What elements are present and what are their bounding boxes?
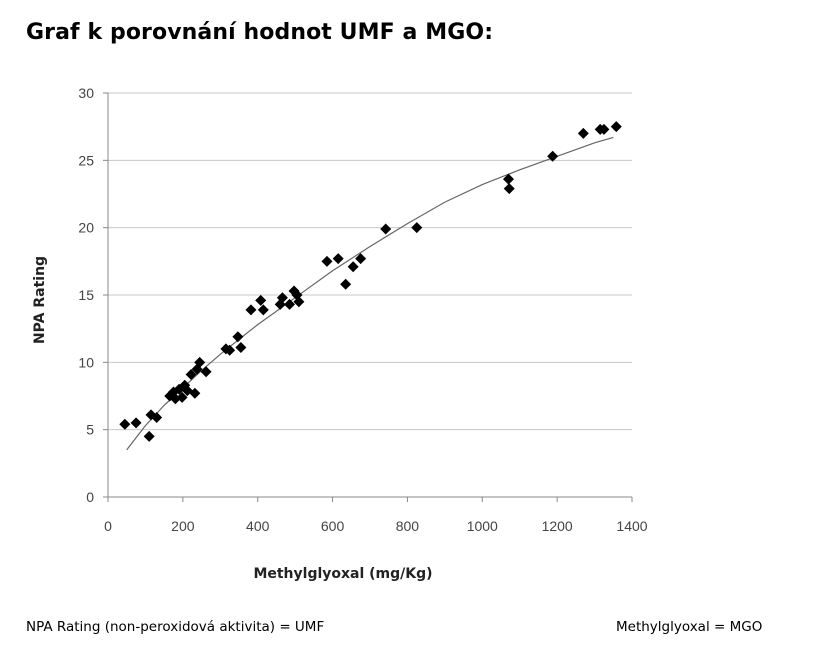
y-tick-label-15: 15 — [78, 287, 94, 303]
x-tick-label-800: 800 — [396, 518, 420, 534]
y-tick-label-30: 30 — [78, 85, 94, 101]
data-point-32 — [340, 278, 352, 290]
y-tick-label-0: 0 — [86, 489, 94, 505]
y-tick-label-20: 20 — [78, 220, 94, 236]
data-point-18 — [224, 344, 236, 356]
data-point-12 — [185, 368, 197, 380]
data-point-22 — [255, 294, 267, 306]
x-tick-label-400: 400 — [246, 518, 270, 534]
x-tick-label-1000: 1000 — [467, 518, 498, 534]
data-point-20 — [235, 342, 247, 354]
data-point-36 — [411, 222, 423, 234]
y-tick-label-5: 5 — [86, 422, 94, 438]
y-tick-label-25: 25 — [78, 152, 94, 168]
grid-lines — [108, 92, 632, 431]
data-point-1 — [130, 417, 142, 429]
x-tick-label-200: 200 — [171, 518, 195, 534]
trendline — [126, 136, 614, 451]
data-point-31 — [332, 253, 344, 265]
data-point-30 — [321, 255, 333, 267]
data-point-19 — [232, 331, 244, 343]
x-tick-label-1400: 1400 — [616, 518, 647, 534]
footnote-umf: NPA Rating (non-peroxidová aktivita) = U… — [26, 619, 325, 635]
data-point-33 — [347, 261, 359, 273]
data-point-15 — [194, 356, 206, 368]
data-point-9 — [176, 391, 188, 403]
trendline-layer — [126, 136, 614, 451]
y-axis-title: NPA Rating — [32, 256, 48, 344]
data-point-34 — [355, 253, 367, 265]
data-point-37 — [502, 173, 514, 185]
data-point-23 — [257, 304, 269, 316]
data-point-43 — [610, 121, 622, 133]
x-tick-label-0: 0 — [104, 518, 112, 534]
x-tick-label-1200: 1200 — [542, 518, 573, 534]
data-point-29 — [293, 296, 305, 308]
y-tick-label-10: 10 — [78, 354, 94, 370]
data-point-38 — [503, 183, 515, 195]
footnote-mgo: Methylglyoxal = MGO — [616, 619, 763, 635]
scatter-chart: 0 5 10 15 20 25 30 0 200 400 600 800 1000 1200 1400 Me… — [32, 85, 648, 582]
x-tick-label-600: 600 — [321, 518, 345, 534]
data-point-21 — [245, 304, 257, 316]
data-point-25 — [276, 292, 288, 304]
axes — [103, 92, 633, 502]
tick-labels: 0 5 10 15 20 25 30 0 200 400 600 800 1000 1200 1400 — [78, 85, 647, 534]
data-points — [119, 121, 622, 442]
data-point-16 — [200, 366, 212, 378]
page-title: Graf k porovnání hodnot UMF a MGO: — [26, 20, 494, 45]
x-axis-title: Methylglyoxal (mg/Kg) — [253, 566, 432, 582]
data-point-39 — [547, 150, 559, 162]
data-point-2 — [143, 430, 155, 442]
data-point-40 — [577, 127, 589, 139]
data-point-0 — [119, 418, 131, 430]
data-point-35 — [380, 223, 392, 235]
data-point-26 — [284, 298, 296, 310]
data-point-42 — [598, 123, 610, 135]
data-point-13 — [189, 387, 201, 399]
data-point-4 — [151, 412, 163, 424]
